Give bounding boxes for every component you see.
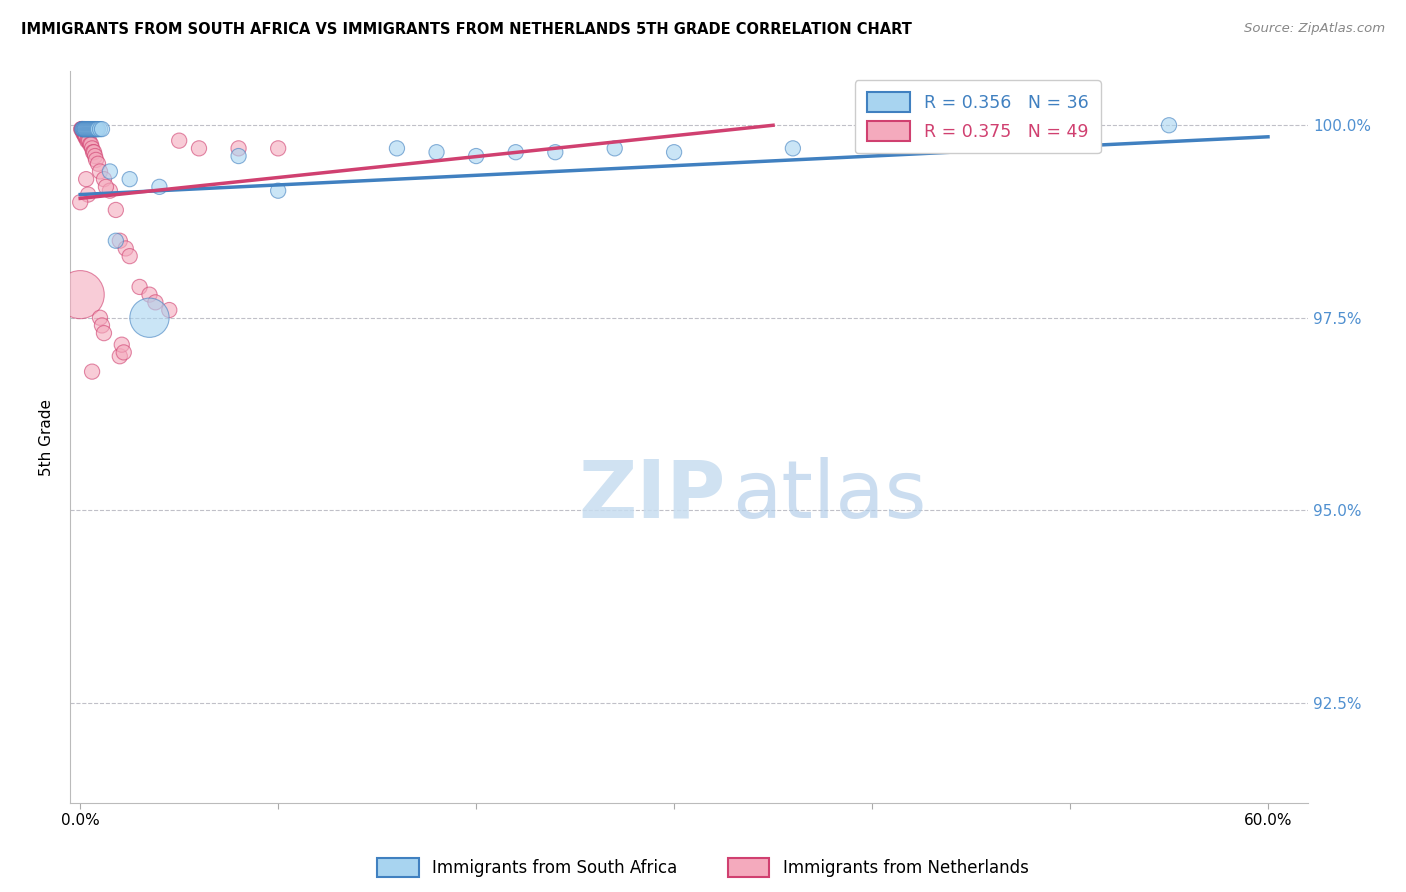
Point	[118, 172, 141, 186]
Point	[69, 195, 91, 210]
Point	[385, 141, 408, 155]
Point	[603, 141, 626, 155]
Legend: Immigrants from South Africa, Immigrants from Netherlands: Immigrants from South Africa, Immigrants…	[371, 851, 1035, 884]
Point	[80, 365, 103, 379]
Point	[70, 122, 93, 136]
Point	[425, 145, 447, 160]
Point	[89, 164, 111, 178]
Point	[167, 134, 190, 148]
Point	[77, 134, 100, 148]
Point	[91, 318, 114, 333]
Text: IMMIGRANTS FROM SOUTH AFRICA VS IMMIGRANTS FROM NETHERLANDS 5TH GRADE CORRELATIO: IMMIGRANTS FROM SOUTH AFRICA VS IMMIGRAN…	[21, 22, 912, 37]
Point	[83, 122, 105, 136]
Point	[267, 184, 290, 198]
Point	[75, 122, 97, 136]
Point	[84, 149, 107, 163]
Point	[138, 310, 160, 325]
Point	[267, 141, 290, 155]
Point	[108, 234, 131, 248]
Point	[1157, 118, 1180, 132]
Point	[69, 287, 91, 301]
Point	[72, 122, 94, 136]
Point	[79, 122, 101, 136]
Point	[104, 234, 127, 248]
Point	[75, 122, 97, 136]
Point	[114, 242, 136, 256]
Point	[93, 172, 115, 186]
Point	[80, 141, 103, 155]
Text: ZIP: ZIP	[579, 457, 725, 534]
Point	[77, 134, 100, 148]
Point	[93, 326, 115, 340]
Point	[80, 122, 103, 136]
Point	[465, 149, 488, 163]
Point	[70, 122, 93, 136]
Point	[128, 280, 150, 294]
Point	[228, 149, 250, 163]
Point	[73, 126, 96, 140]
Point	[82, 122, 104, 136]
Point	[112, 345, 135, 359]
Point	[84, 122, 107, 136]
Point	[91, 122, 114, 136]
Point	[98, 164, 121, 178]
Point	[79, 137, 101, 152]
Point	[228, 141, 250, 155]
Point	[111, 337, 134, 351]
Point	[108, 349, 131, 363]
Y-axis label: 5th Grade: 5th Grade	[39, 399, 55, 475]
Point	[104, 202, 127, 217]
Point	[84, 153, 107, 167]
Point	[138, 287, 160, 301]
Point	[75, 129, 97, 144]
Text: Source: ZipAtlas.com: Source: ZipAtlas.com	[1244, 22, 1385, 36]
Point	[70, 122, 93, 136]
Point	[87, 157, 110, 171]
Point	[77, 122, 100, 136]
Point	[75, 172, 97, 186]
Point	[75, 129, 97, 144]
Point	[98, 184, 121, 198]
Point	[94, 179, 117, 194]
Point	[157, 303, 180, 318]
Point	[73, 122, 96, 136]
Point	[76, 134, 98, 148]
Point	[72, 122, 94, 136]
Point	[148, 179, 170, 194]
Point	[86, 122, 108, 136]
Point	[73, 126, 96, 140]
Point	[505, 145, 527, 160]
Point	[188, 141, 211, 155]
Point	[782, 141, 804, 155]
Point	[77, 187, 100, 202]
Point	[80, 137, 103, 152]
Point	[76, 122, 98, 136]
Point	[83, 145, 105, 160]
Point	[70, 122, 93, 136]
Point	[89, 310, 111, 325]
Point	[662, 145, 685, 160]
Point	[72, 126, 94, 140]
Point	[82, 145, 104, 160]
Point	[73, 126, 96, 140]
Point	[145, 295, 167, 310]
Point	[73, 122, 96, 136]
Point	[89, 122, 111, 136]
Point	[80, 122, 103, 136]
Point	[87, 122, 110, 136]
Point	[544, 145, 567, 160]
Point	[84, 122, 107, 136]
Text: atlas: atlas	[733, 457, 927, 534]
Point	[77, 122, 100, 136]
Point	[118, 249, 141, 263]
Legend: R = 0.356   N = 36, R = 0.375   N = 49: R = 0.356 N = 36, R = 0.375 N = 49	[855, 80, 1101, 153]
Point	[75, 129, 97, 144]
